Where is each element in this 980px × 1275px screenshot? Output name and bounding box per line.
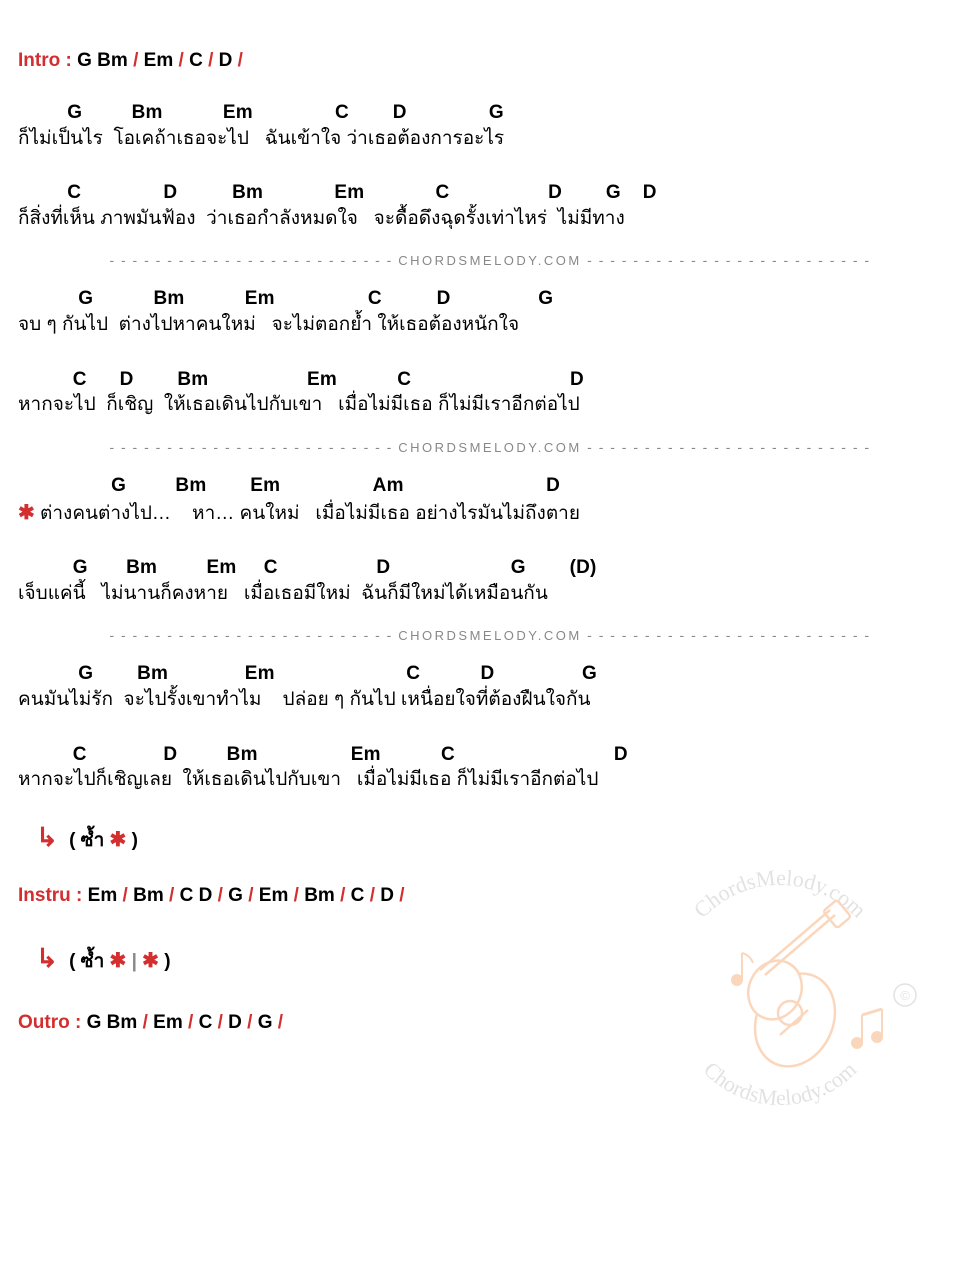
slash: / (399, 885, 404, 906)
repeat2-text: ( ซ้ำ (69, 951, 109, 972)
verse1-block2: C D Bm Em C D G D ก็สิ่งที่เห็น ภาพมันฟ้… (18, 180, 962, 232)
watermark-text: CHORDSMELODY.COM (398, 440, 582, 455)
watermark-text: CHORDSMELODY.COM (398, 628, 582, 643)
chorus-block2: G Bm Em C D G (D) เจ็บแค่นี้ ไม่นานก็คงห… (18, 555, 962, 607)
verse2-line2-chords: C D Bm Em C D (18, 367, 962, 393)
chord: G (77, 50, 92, 71)
outro-label: Outro : (18, 1012, 87, 1033)
chorus-line1-lyrics: ✱ ต่างคนต่างไป… หา… คนใหม่ เมื่อไม่มีเธอ… (18, 499, 962, 528)
slash: / (278, 1012, 283, 1033)
verse2-line1-lyrics: จบ ๆ กันไป ต่างไปหาคนใหม่ จะไม่ตอกย้ำ ให… (18, 312, 962, 339)
verse2-line2-lyrics: หากจะไป ก็เชิญ ให้เธอเดินไปกับเขา เมื่อไ… (18, 392, 962, 419)
chord: C (189, 50, 203, 71)
instru-line: Instru : Em / Bm / C D / G / Em / Bm / C… (18, 885, 962, 907)
chord: Bm (133, 885, 164, 906)
chord: D (219, 50, 233, 71)
chord: D (199, 885, 213, 906)
verse1-line2-lyrics: ก็สิ่งที่เห็น ภาพมันฟ้อง ว่าเธอกำลังหมดใ… (18, 206, 962, 233)
repeat-arrow-icon: ↳ (36, 943, 58, 974)
verse1-line1-chords: G Bm Em C D G (18, 100, 962, 126)
divider: - - - - - - - - - - - - - - - - - - - - … (18, 252, 962, 268)
repeat2-close: ) (159, 951, 171, 972)
svg-text:ChordsMelody.com: ChordsMelody.com (699, 1057, 861, 1111)
repeat-arrow-icon: ↳ (36, 822, 58, 853)
verse2-line1-chords: G Bm Em C D G (18, 286, 962, 312)
chord: Bm (304, 885, 335, 906)
chorus-line2-chords: G Bm Em C D G (D) (18, 555, 962, 581)
star-icon: ✱ (142, 950, 159, 972)
verse3-line2-chords: C D Bm Em C D (18, 742, 962, 768)
outro-chords: G Bm / Em / C / D / G / (87, 1012, 283, 1033)
verse1-line2-chords: C D Bm Em C D G D (18, 180, 962, 206)
chorus-line1-chords: G Bm Em Am D (18, 473, 962, 499)
slash: / (143, 1012, 148, 1033)
chord: Em (144, 50, 174, 71)
watermark-text: CHORDSMELODY.COM (398, 253, 582, 268)
chord: Em (88, 885, 118, 906)
repeat1-close: ) (126, 830, 138, 851)
slash: / (340, 885, 345, 906)
slash: / (247, 1012, 252, 1033)
chorus-block: G Bm Em Am D ✱ ต่างคนต่างไป… หา… คนใหม่ … (18, 473, 962, 527)
slash: / (370, 885, 375, 906)
repeat1-text: ( ซ้ำ (69, 830, 109, 851)
pipe-separator: | (126, 951, 142, 972)
divider: - - - - - - - - - - - - - - - - - - - - … (18, 439, 962, 455)
intro-chords: G Bm / Em / C / D / (77, 50, 243, 71)
chord: G (228, 885, 243, 906)
intro-line: Intro : G Bm / Em / C / D / (18, 50, 962, 72)
chord: C (199, 1012, 213, 1033)
chord: Bm (107, 1012, 138, 1033)
repeat2-block: ↳ ( ซ้ำ ✱ | ✱ ) (36, 943, 962, 976)
chord: G (258, 1012, 273, 1033)
slash: / (179, 50, 184, 71)
divider: - - - - - - - - - - - - - - - - - - - - … (18, 627, 962, 643)
verse3-block: G Bm Em C D G คนมันไม่รัก จะไปรั้งเขาทำไ… (18, 661, 962, 713)
chord: G (87, 1012, 102, 1033)
star-icon: ✱ (110, 829, 127, 851)
slash: / (133, 50, 138, 71)
intro-label: Intro : (18, 50, 77, 71)
verse2-block2: C D Bm Em C D หากจะไป ก็เชิญ ให้เธอเดินไ… (18, 367, 962, 419)
chorus-line2-lyrics: เจ็บแค่นี้ ไม่นานก็คงหาย เมื่อเธอมีใหม่ … (18, 581, 962, 608)
slash: / (248, 885, 253, 906)
slash: / (218, 885, 223, 906)
slash: / (123, 885, 128, 906)
chord: D (380, 885, 394, 906)
slash: / (218, 1012, 223, 1033)
slash: / (294, 885, 299, 906)
chord: C (351, 885, 365, 906)
star-icon: ✱ (110, 950, 127, 972)
chord: Em (259, 885, 289, 906)
chord: C (180, 885, 194, 906)
chord: D (228, 1012, 242, 1033)
chord: Bm (97, 50, 128, 71)
instru-label: Instru : (18, 885, 88, 906)
slash: / (188, 1012, 193, 1033)
slash: / (169, 885, 174, 906)
star-icon: ✱ (18, 502, 35, 524)
verse3-block2: C D Bm Em C D หากจะไปก็เชิญเลย ให้เธอเดิ… (18, 742, 962, 794)
repeat1-block: ↳ ( ซ้ำ ✱ ) (36, 822, 962, 855)
instru-chords: Em / Bm / C D / G / Em / Bm / C / D / (88, 885, 405, 906)
slash: / (238, 50, 243, 71)
slash: / (208, 50, 213, 71)
chord: Em (153, 1012, 183, 1033)
verse1-line1-lyrics: ก็ไม่เป็นไร โอเคถ้าเธอจะไป ฉันเข้าใจ ว่า… (18, 126, 962, 153)
verse3-line2-lyrics: หากจะไปก็เชิญเลย ให้เธอเดินไปกับเขา เมื่… (18, 767, 962, 794)
verse1-block: G Bm Em C D G ก็ไม่เป็นไร โอเคถ้าเธอจะไป… (18, 100, 962, 152)
verse3-line1-chords: G Bm Em C D G (18, 661, 962, 687)
outro-line: Outro : G Bm / Em / C / D / G / (18, 1012, 962, 1034)
verse2-block: G Bm Em C D G จบ ๆ กันไป ต่างไปหาคนใหม่ … (18, 286, 962, 338)
verse3-line1-lyrics: คนมันไม่รัก จะไปรั้งเขาทำไม ปล่อย ๆ กันไ… (18, 687, 962, 714)
